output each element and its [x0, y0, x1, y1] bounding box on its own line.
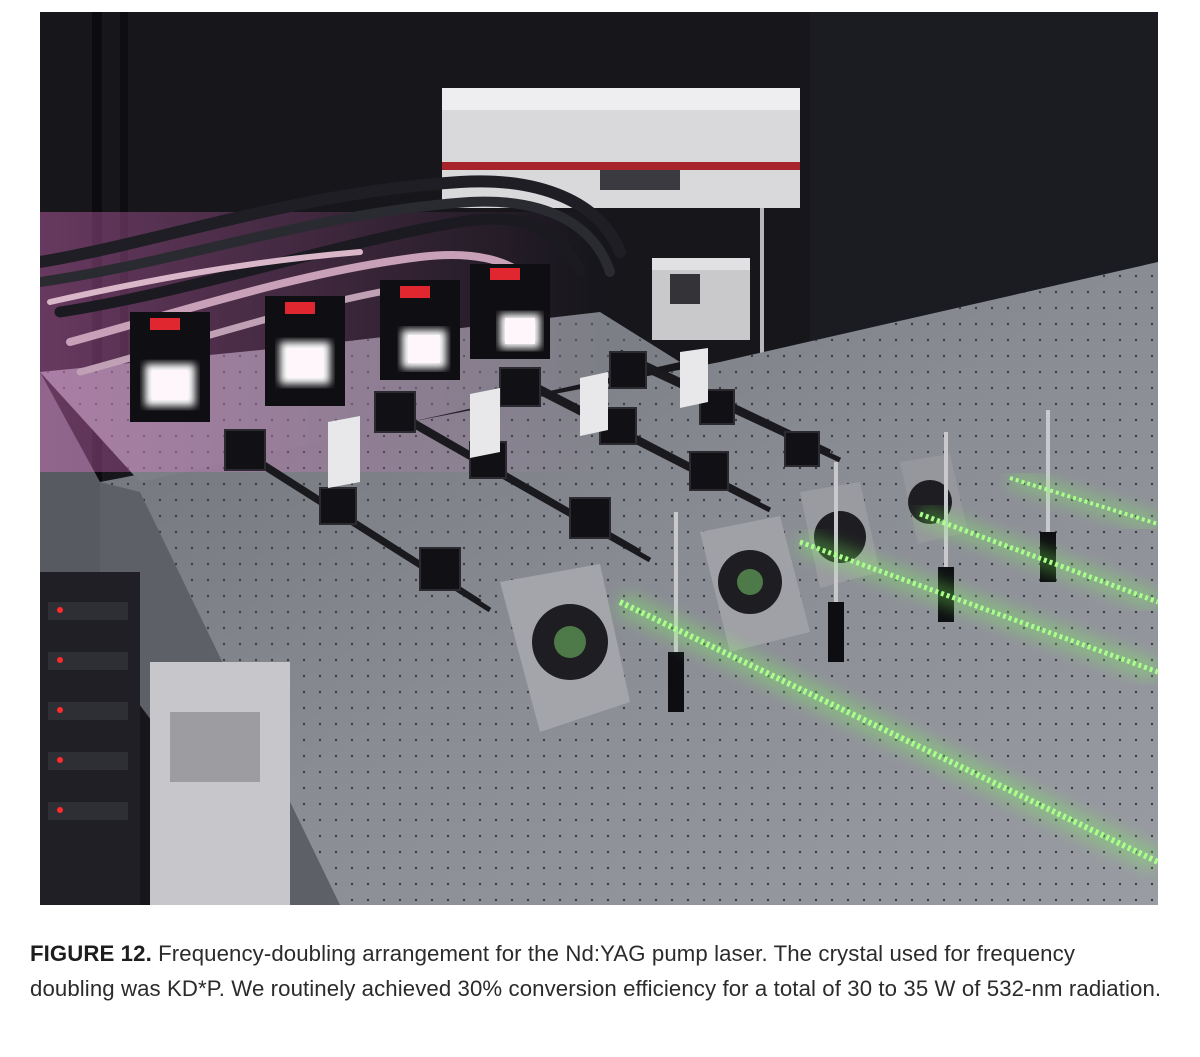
- green-beams: [615, 470, 1158, 872]
- cable-bundle: [40, 175, 626, 376]
- crystal-mounts: [500, 454, 968, 732]
- caption-text: Frequency-doubling arrangement for the N…: [30, 941, 1162, 1001]
- laser-housing: [442, 88, 800, 208]
- power-meter-head: [652, 258, 750, 340]
- figure-caption: FIGURE 12. Frequency-doubling arrangemen…: [30, 936, 1165, 1006]
- lens-mounts: [224, 351, 820, 591]
- laser-head-3: [380, 280, 460, 380]
- figure-photo: [40, 12, 1158, 905]
- figure-label: FIGURE 12.: [30, 941, 152, 966]
- laser-head-2: [265, 296, 345, 406]
- white-cards: [328, 348, 708, 488]
- electronics-rack: [40, 572, 290, 905]
- laser-head-1: [130, 312, 210, 422]
- laser-head-4: [470, 264, 550, 359]
